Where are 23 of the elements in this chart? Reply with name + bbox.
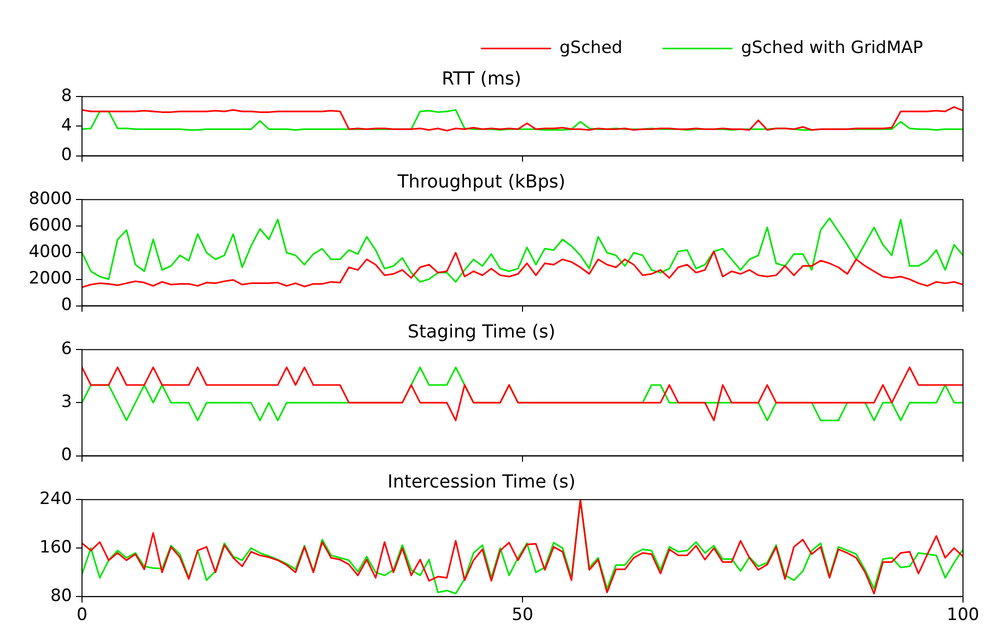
x-tick-label: 0	[76, 605, 88, 626]
y-tick-label: 160	[40, 538, 72, 558]
chart-title: Intercession Time (s)	[388, 471, 576, 492]
y-tick-label: 0	[61, 295, 72, 316]
chart-title: Throughput (kBps)	[396, 171, 566, 192]
y-tick-label: 8000	[28, 189, 72, 210]
y-tick-label: 240	[40, 489, 72, 510]
y-tick-label: 2000	[28, 268, 72, 289]
x-tick-label: 50	[512, 605, 534, 626]
y-tick-label: 0	[61, 145, 72, 166]
y-tick-label: 4000	[28, 242, 72, 262]
chart-title: RTT (ms)	[442, 68, 522, 90]
y-tick-label: 6	[61, 339, 72, 360]
y-tick-label: 3	[61, 392, 72, 412]
y-tick-label: 4	[61, 116, 72, 136]
y-tick-label: 6000	[28, 216, 72, 236]
y-tick-label: 0	[61, 445, 72, 466]
y-tick-label: 80	[50, 586, 72, 606]
legend-label: gSched with GridMAP	[740, 38, 924, 58]
x-tick-label: 100	[946, 605, 980, 626]
y-tick-label: 8	[61, 86, 72, 106]
chart-title: Staging Time (s)	[408, 321, 556, 342]
legend-label: gSched	[559, 38, 622, 58]
